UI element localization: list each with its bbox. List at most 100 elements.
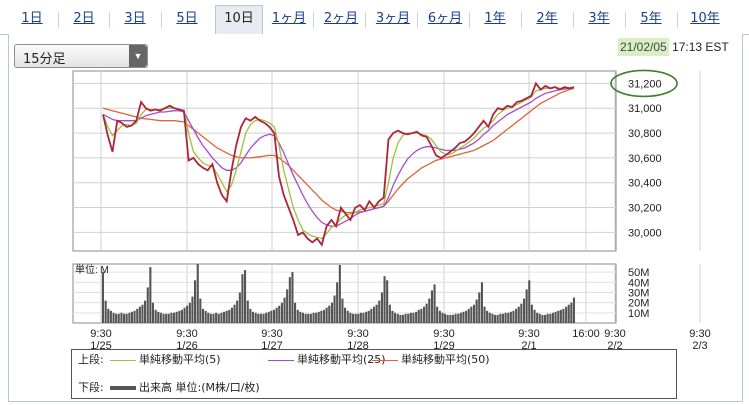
volume-bar [199, 298, 202, 323]
volume-bar [333, 295, 336, 323]
volume-bar [538, 313, 541, 323]
volume-bar [367, 310, 370, 323]
price-y-tick: 30,200 [628, 203, 662, 215]
volume-bar [165, 313, 168, 323]
volume-bar [544, 314, 547, 323]
volume-bar [494, 314, 497, 323]
volume-bar [341, 298, 344, 323]
x-tick-time: 9:30 [433, 328, 454, 340]
volume-bar [465, 310, 468, 323]
volume-bar [233, 304, 236, 323]
volume-bar [236, 300, 239, 323]
tab-12[interactable]: 5年 [640, 11, 662, 26]
volume-bar [238, 292, 241, 323]
series-line-price [102, 81, 575, 247]
volume-bar [523, 298, 526, 323]
volume-y-tick: 20M [628, 298, 649, 310]
volume-bar [459, 312, 462, 323]
volume-bar [173, 312, 176, 323]
x-tick-date: 2/1 [521, 340, 536, 349]
volume-bar [433, 284, 436, 323]
volume-bar [425, 303, 428, 323]
volume-bar [557, 310, 560, 323]
legend-swatch-volume [110, 386, 136, 390]
volume-bar [373, 306, 376, 323]
tab-11[interactable]: 3年 [588, 11, 610, 26]
legend-label-ma25: 単純移動平均(25) [297, 353, 386, 366]
tab-6[interactable]: 2ヶ月 [323, 11, 359, 26]
volume-bar [178, 310, 181, 323]
volume-bar [359, 312, 362, 323]
tab-9[interactable]: 1年 [484, 11, 506, 26]
volume-bar [328, 305, 331, 323]
tab-7[interactable]: 3ヶ月 [375, 11, 411, 26]
volume-bar [257, 313, 260, 323]
tab-2[interactable]: 3日 [124, 11, 146, 26]
x-tick-date: 1/29 [433, 340, 454, 349]
volume-bar [265, 312, 268, 323]
volume-bar [107, 308, 110, 323]
series-line-ma50 [102, 87, 575, 214]
tab-3[interactable]: 5日 [176, 11, 198, 26]
volume-bar [438, 310, 441, 323]
volume-bar [157, 311, 160, 323]
volume-bar [488, 312, 491, 323]
volume-bar [549, 313, 552, 323]
volume-bar [180, 309, 183, 323]
price-y-tick: 30,000 [628, 227, 662, 239]
volume-bar [228, 309, 231, 323]
tab-10[interactable]: 2年 [536, 11, 558, 26]
volume-bar [536, 312, 539, 323]
volume-bar [346, 310, 349, 323]
tab-1[interactable]: 2日 [73, 11, 95, 26]
volume-bar [307, 313, 310, 323]
x-tick-time: 9:30 [689, 328, 710, 340]
tab-separator [677, 12, 678, 28]
tab-8[interactable]: 6ヶ月 [427, 11, 463, 26]
volume-bar [262, 313, 265, 323]
volume-bar [407, 313, 410, 323]
volume-bar [420, 308, 423, 323]
timestamp: 21/02/05 17:13 EST [618, 38, 729, 56]
tab-5[interactable]: 1ヶ月 [271, 11, 307, 26]
interval-select[interactable]: 15分足 ▼ [14, 44, 148, 68]
volume-bar [349, 312, 352, 323]
volume-bar [188, 302, 191, 323]
tab-13[interactable]: 10年 [690, 11, 720, 26]
volume-bar [354, 313, 357, 323]
volume-bar [486, 310, 489, 323]
volume-bar [512, 310, 515, 323]
tab-4[interactable]: 10日 [215, 5, 263, 35]
volume-bar [480, 282, 483, 323]
volume-bar [562, 308, 565, 323]
volume-bar [383, 276, 386, 323]
price-y-tick: 30,600 [628, 153, 662, 165]
volume-bar [223, 311, 226, 323]
triangle-down-icon[interactable]: ▼ [129, 45, 147, 67]
volume-bar [388, 304, 391, 323]
annotation-circle [610, 69, 678, 98]
volume-bar [483, 306, 486, 323]
volume-bar [217, 313, 220, 323]
volume-bar [133, 310, 136, 323]
x-tick-date: 1/26 [176, 340, 197, 349]
volume-bar [396, 313, 399, 323]
volume-bar [351, 313, 354, 323]
volume-bar [301, 312, 304, 323]
tab-separator [58, 12, 59, 28]
volume-bar [330, 302, 333, 323]
volume-bar [136, 308, 139, 323]
volume-bar [525, 289, 528, 323]
x-tick-time: 9:30 [604, 328, 625, 340]
volume-bar [278, 305, 281, 323]
volume-bar [546, 313, 549, 323]
volume-y-tick: 50M [628, 267, 649, 279]
volume-bar [444, 313, 447, 323]
tab-0[interactable]: 1日 [21, 11, 43, 26]
volume-bar [283, 297, 286, 323]
period-tabs: 1日 2日 3日 5日 10日 1ヶ月 2ヶ月 3ヶ月 6ヶ月 1年 2年 3年 5年 10年 [0, 0, 749, 35]
tab-separator [469, 12, 470, 28]
volume-bar [362, 312, 365, 323]
volume-bar [299, 311, 302, 323]
volume-bar [530, 304, 533, 323]
